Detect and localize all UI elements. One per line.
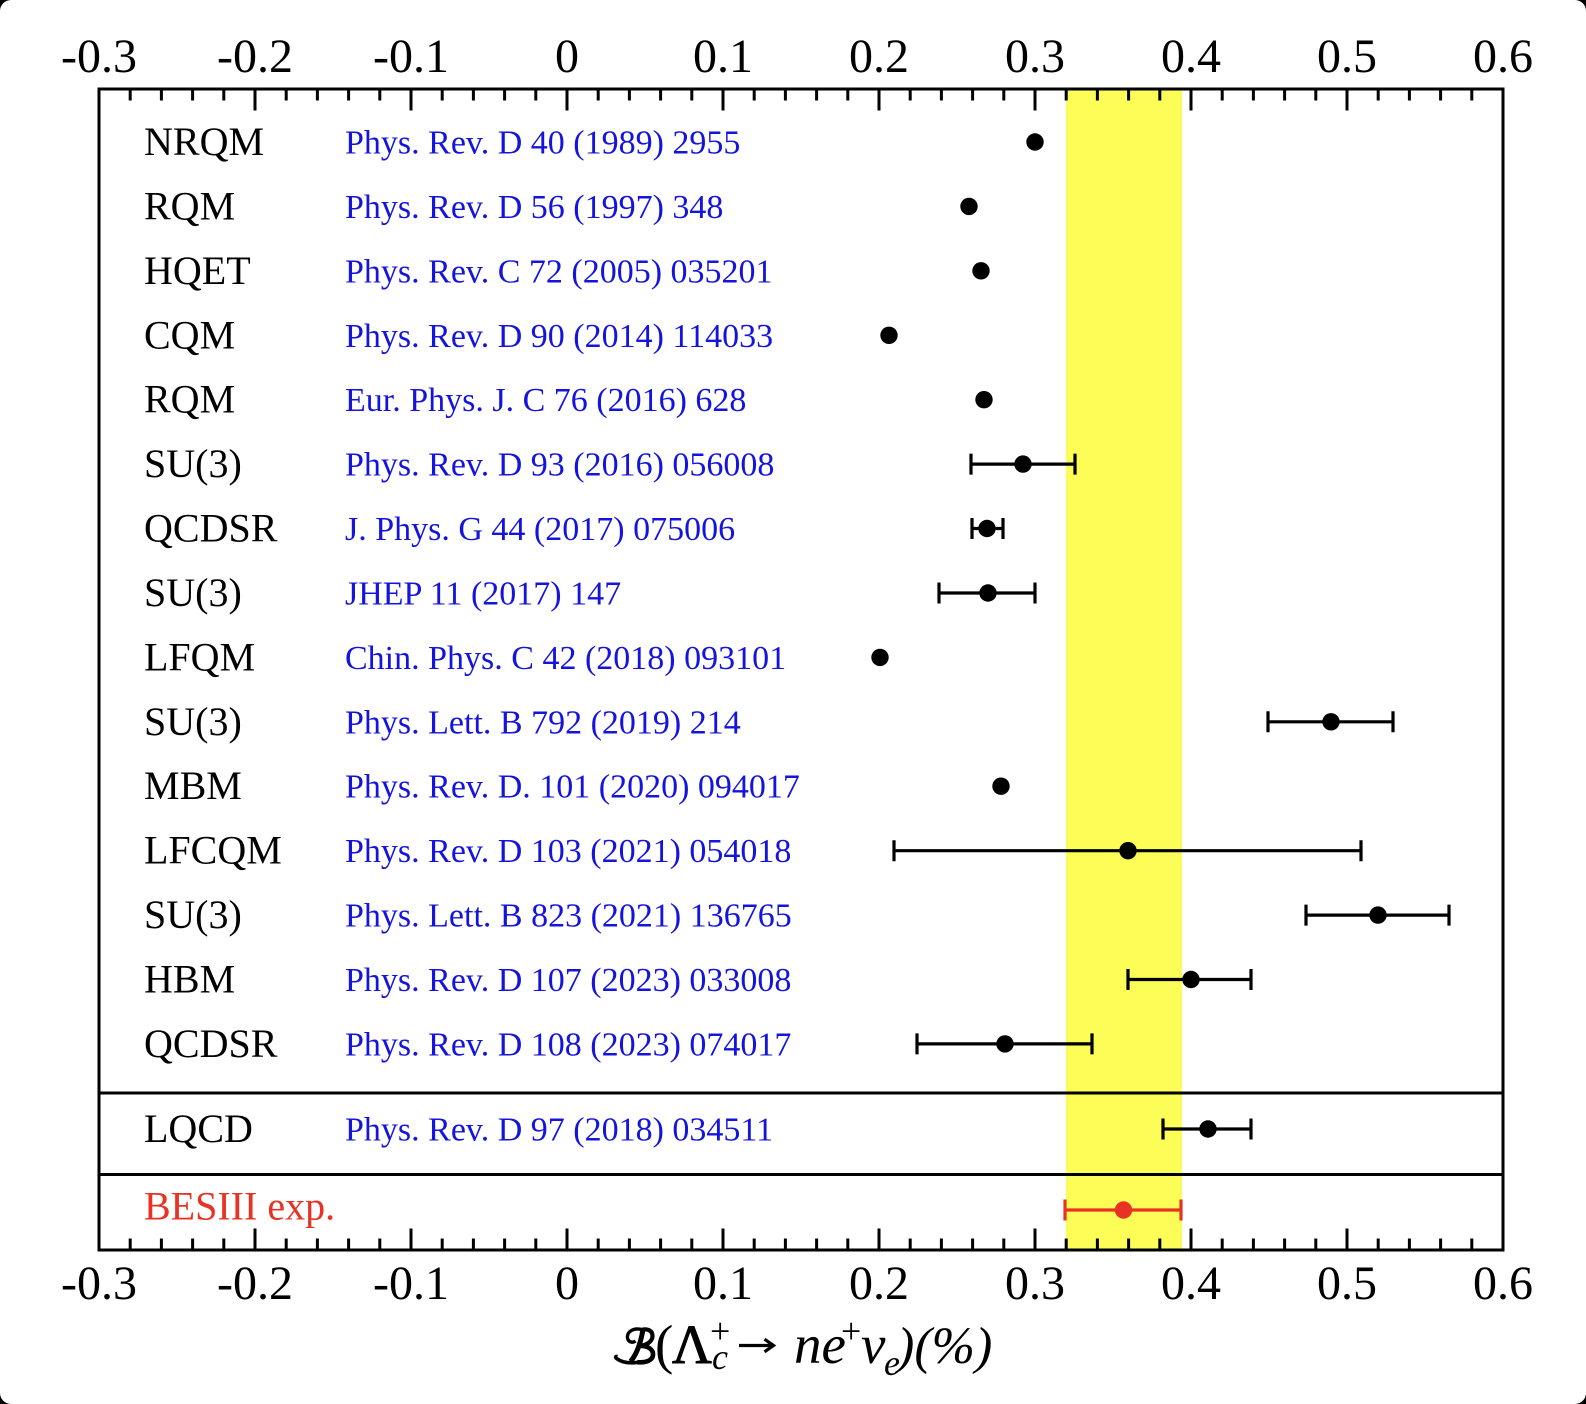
svg-text:SU(3): SU(3) <box>144 699 242 744</box>
svg-text:Phys. Lett. B 823 (2021) 13676: Phys. Lett. B 823 (2021) 136765 <box>345 898 792 935</box>
svg-text:QCDSR: QCDSR <box>144 506 278 551</box>
svg-text:+: + <box>841 1311 861 1351</box>
svg-text:Phys. Rev. D 40 (1989) 2955: Phys. Rev. D 40 (1989) 2955 <box>345 125 740 162</box>
svg-text:Phys. Rev. D 107 (2023) 033008: Phys. Rev. D 107 (2023) 033008 <box>345 962 791 999</box>
svg-text:JHEP 11 (2017) 147: JHEP 11 (2017) 147 <box>345 576 621 613</box>
svg-text:-0.2: -0.2 <box>217 1257 293 1310</box>
svg-text:Eur. Phys. J. C 76 (2016) 628: Eur. Phys. J. C 76 (2016) 628 <box>345 382 746 419</box>
svg-text:Phys. Rev. D 56 (1997) 348: Phys. Rev. D 56 (1997) 348 <box>345 189 723 226</box>
svg-text:0.3: 0.3 <box>1005 1257 1065 1310</box>
svg-text:NRQM: NRQM <box>144 119 264 164</box>
svg-text:LQCD: LQCD <box>144 1106 253 1151</box>
svg-text:0.6: 0.6 <box>1473 30 1533 83</box>
svg-text:Phys. Rev. D. 101 (2020) 09401: Phys. Rev. D. 101 (2020) 094017 <box>345 769 800 806</box>
svg-text:LFCQM: LFCQM <box>144 828 282 873</box>
svg-text:Phys. Rev. D 97 (2018) 034511: Phys. Rev. D 97 (2018) 034511 <box>345 1112 773 1149</box>
svg-text:Phys. Rev. D 103 (2021) 054018: Phys. Rev. D 103 (2021) 054018 <box>345 833 791 870</box>
svg-text:-0.2: -0.2 <box>217 30 293 83</box>
svg-text:-0.1: -0.1 <box>373 30 449 83</box>
svg-text:Chin. Phys. C 42 (2018) 093101: Chin. Phys. C 42 (2018) 093101 <box>345 640 786 677</box>
svg-text:RQM: RQM <box>144 183 235 228</box>
svg-text:Λ: Λ <box>672 1314 712 1375</box>
svg-text:0.1: 0.1 <box>693 1257 753 1310</box>
svg-text:-0.1: -0.1 <box>373 1257 449 1310</box>
svg-text:0.1: 0.1 <box>693 30 753 83</box>
svg-text:e: e <box>884 1343 900 1383</box>
svg-text:Phys. Lett. B 792 (2019) 214: Phys. Lett. B 792 (2019) 214 <box>345 704 741 741</box>
svg-text:0.5: 0.5 <box>1317 1257 1377 1310</box>
svg-text:0.2: 0.2 <box>849 1257 909 1310</box>
svg-text:0: 0 <box>555 1257 579 1310</box>
svg-text:)(%): )(%) <box>894 1318 992 1375</box>
svg-text:c: c <box>712 1337 728 1377</box>
svg-text:0.3: 0.3 <box>1005 30 1065 83</box>
svg-text:0.5: 0.5 <box>1317 30 1377 83</box>
svg-text:0.2: 0.2 <box>849 30 909 83</box>
svg-text:Phys. Rev. D 90 (2014) 114033: Phys. Rev. D 90 (2014) 114033 <box>345 318 773 355</box>
svg-text:Phys. Rev. D 108 (2023) 074017: Phys. Rev. D 108 (2023) 074017 <box>345 1026 791 1063</box>
svg-text:-0.3: -0.3 <box>61 1257 137 1310</box>
svg-text:-0.3: -0.3 <box>61 30 137 83</box>
svg-text:SU(3): SU(3) <box>144 892 242 937</box>
svg-text:HQET: HQET <box>144 248 251 293</box>
svg-text:ν: ν <box>861 1314 886 1375</box>
svg-text:ne: ne <box>794 1314 846 1375</box>
svg-text:Phys. Rev. D 93 (2016) 056008: Phys. Rev. D 93 (2016) 056008 <box>345 447 774 484</box>
svg-text:0: 0 <box>555 30 579 83</box>
svg-text:LFQM: LFQM <box>144 634 255 679</box>
svg-text:QCDSR: QCDSR <box>144 1021 278 1066</box>
svg-text:0.4: 0.4 <box>1161 1257 1221 1310</box>
svg-text:BESIII exp.: BESIII exp. <box>144 1184 335 1229</box>
svg-text:Phys. Rev. C 72 (2005) 035201: Phys. Rev. C 72 (2005) 035201 <box>345 253 773 290</box>
svg-text:0.6: 0.6 <box>1473 1257 1533 1310</box>
svg-text:J. Phys. G 44 (2017) 075006: J. Phys. G 44 (2017) 075006 <box>345 511 735 548</box>
svg-text:MBM: MBM <box>144 763 242 808</box>
svg-text:0.4: 0.4 <box>1161 30 1221 83</box>
svg-text:(: ( <box>655 1314 673 1375</box>
svg-text:HBM: HBM <box>144 957 235 1002</box>
svg-text:CQM: CQM <box>144 312 235 357</box>
svg-text:SU(3): SU(3) <box>144 441 242 486</box>
svg-text:+: + <box>710 1311 730 1351</box>
svg-text:RQM: RQM <box>144 377 235 422</box>
svg-text:SU(3): SU(3) <box>144 570 242 615</box>
